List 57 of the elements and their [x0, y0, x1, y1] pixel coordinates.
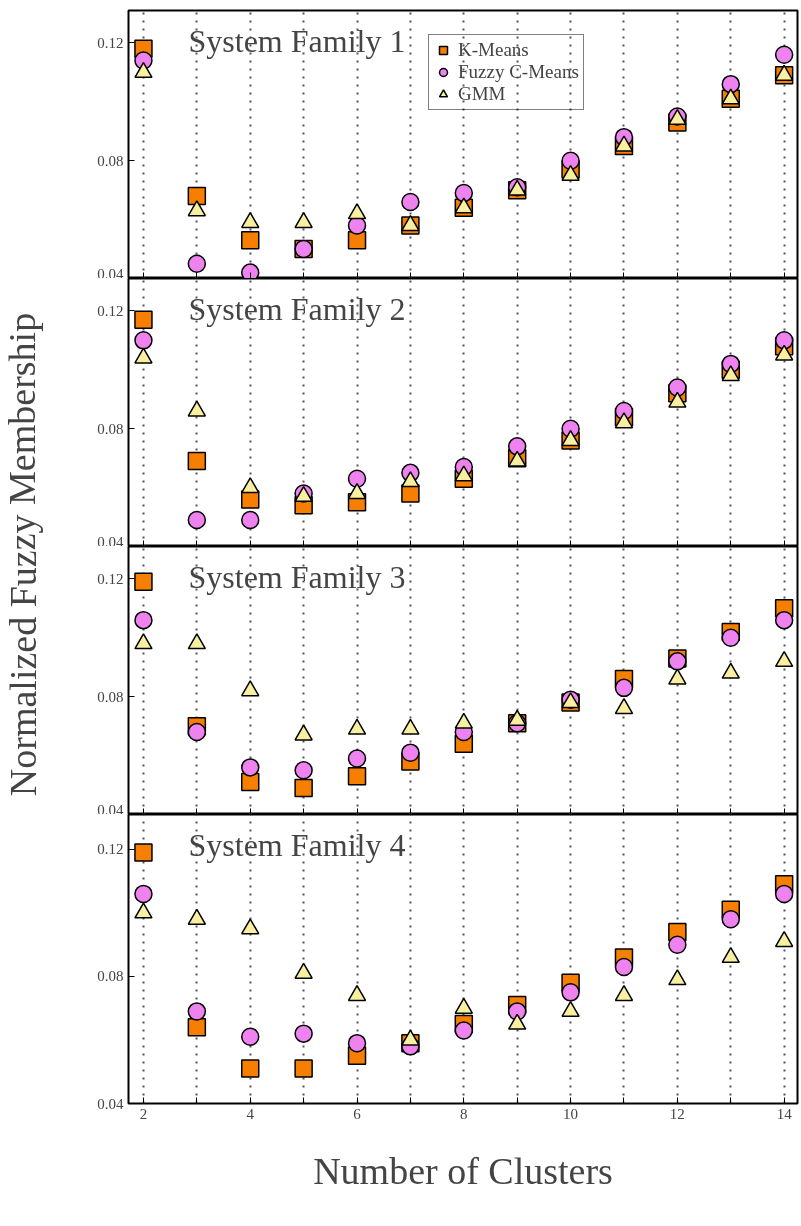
- x-tick-label: 14: [776, 1105, 793, 1122]
- point: [454, 1021, 474, 1040]
- point: [347, 203, 367, 220]
- point: [187, 254, 207, 274]
- point: [134, 884, 153, 904]
- y-tick-label: 0.12: [97, 302, 124, 319]
- point: [240, 230, 260, 250]
- y-tick-label: 0.12: [97, 570, 124, 587]
- point: [240, 1059, 260, 1078]
- x-axis-title: Number of Clusters: [313, 1149, 613, 1192]
- point: [294, 1024, 313, 1043]
- chart-title: System Family 1: [188, 22, 406, 59]
- legend-label: Fuzzy C-Means: [458, 61, 579, 83]
- point: [294, 1059, 313, 1078]
- point: [774, 45, 794, 64]
- y-tick-label: 0.08: [97, 688, 124, 705]
- y-tick-label: 0.04: [97, 533, 124, 550]
- point: [668, 935, 687, 954]
- point: [561, 983, 580, 1002]
- point: [561, 151, 580, 170]
- chart-title: System Family 4: [188, 826, 406, 863]
- y-tick-label: 0.04: [97, 801, 124, 818]
- point: [187, 1018, 207, 1037]
- point: [401, 192, 420, 212]
- point: [294, 211, 313, 229]
- y-tick-label: 0.08: [97, 152, 124, 169]
- point: [774, 884, 794, 904]
- x-tick-label: 4: [246, 1105, 255, 1122]
- y-axis-title: Normalized Fuzzy Membership: [1, 312, 44, 797]
- y-tick-label: 0.12: [97, 841, 124, 858]
- point: [187, 200, 207, 217]
- x-tick-label: 10: [563, 1105, 579, 1122]
- point: [454, 183, 474, 203]
- point: [187, 1002, 207, 1021]
- chart-title: System Family 2: [188, 290, 406, 327]
- x-tick-label: 6: [353, 1105, 362, 1122]
- point: [721, 74, 741, 94]
- legend-label: GMM: [458, 83, 506, 105]
- y-tick-label: 0.12: [97, 34, 124, 51]
- legend-label: K-Means: [458, 39, 529, 61]
- point: [721, 910, 741, 929]
- y-tick-label: 0.08: [97, 968, 124, 985]
- x-tick-label: 8: [460, 1105, 468, 1122]
- chart-title: System Family 3: [188, 558, 406, 595]
- y-tick-label: 0.04: [97, 265, 124, 282]
- x-tick-label: 12: [669, 1105, 685, 1122]
- point: [134, 843, 153, 862]
- y-tick-label: 0.04: [97, 1095, 124, 1112]
- point: [240, 211, 260, 229]
- y-tick-label: 0.08: [97, 420, 124, 437]
- point: [347, 216, 367, 235]
- point: [561, 164, 580, 182]
- point: [187, 186, 207, 206]
- x-tick-label: 2: [139, 1105, 148, 1122]
- point: [614, 957, 634, 977]
- point: [240, 1027, 260, 1047]
- point: [347, 1033, 367, 1053]
